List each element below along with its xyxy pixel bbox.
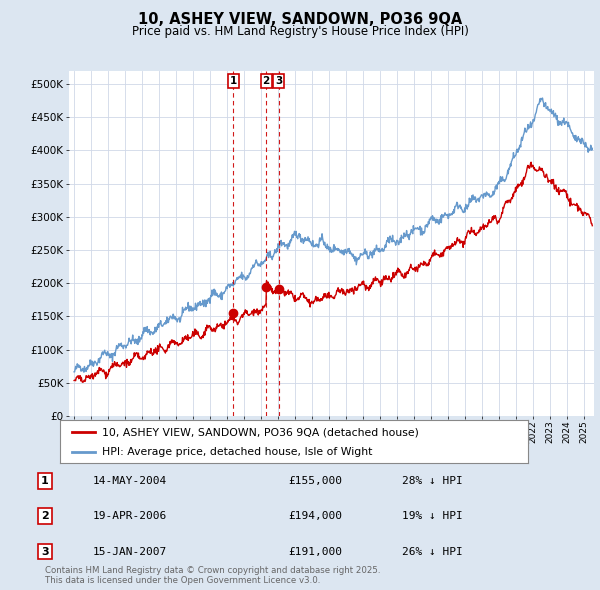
Text: 2: 2 bbox=[41, 512, 49, 521]
Text: 14-MAY-2004: 14-MAY-2004 bbox=[93, 476, 167, 486]
Text: 1: 1 bbox=[230, 76, 237, 86]
Text: 19% ↓ HPI: 19% ↓ HPI bbox=[402, 512, 463, 521]
Text: 3: 3 bbox=[41, 547, 49, 556]
Text: 15-JAN-2007: 15-JAN-2007 bbox=[93, 547, 167, 556]
Text: Price paid vs. HM Land Registry's House Price Index (HPI): Price paid vs. HM Land Registry's House … bbox=[131, 25, 469, 38]
Text: £191,000: £191,000 bbox=[288, 547, 342, 556]
Text: 1: 1 bbox=[41, 476, 49, 486]
Text: £155,000: £155,000 bbox=[288, 476, 342, 486]
Text: 10, ASHEY VIEW, SANDOWN, PO36 9QA (detached house): 10, ASHEY VIEW, SANDOWN, PO36 9QA (detac… bbox=[102, 427, 419, 437]
Text: 2: 2 bbox=[262, 76, 270, 86]
Text: £194,000: £194,000 bbox=[288, 512, 342, 521]
Text: Contains HM Land Registry data © Crown copyright and database right 2025.
This d: Contains HM Land Registry data © Crown c… bbox=[45, 566, 380, 585]
Text: 10, ASHEY VIEW, SANDOWN, PO36 9QA: 10, ASHEY VIEW, SANDOWN, PO36 9QA bbox=[138, 12, 462, 27]
Text: 26% ↓ HPI: 26% ↓ HPI bbox=[402, 547, 463, 556]
Text: 28% ↓ HPI: 28% ↓ HPI bbox=[402, 476, 463, 486]
Text: HPI: Average price, detached house, Isle of Wight: HPI: Average price, detached house, Isle… bbox=[102, 447, 373, 457]
Text: 3: 3 bbox=[275, 76, 282, 86]
Text: 19-APR-2006: 19-APR-2006 bbox=[93, 512, 167, 521]
